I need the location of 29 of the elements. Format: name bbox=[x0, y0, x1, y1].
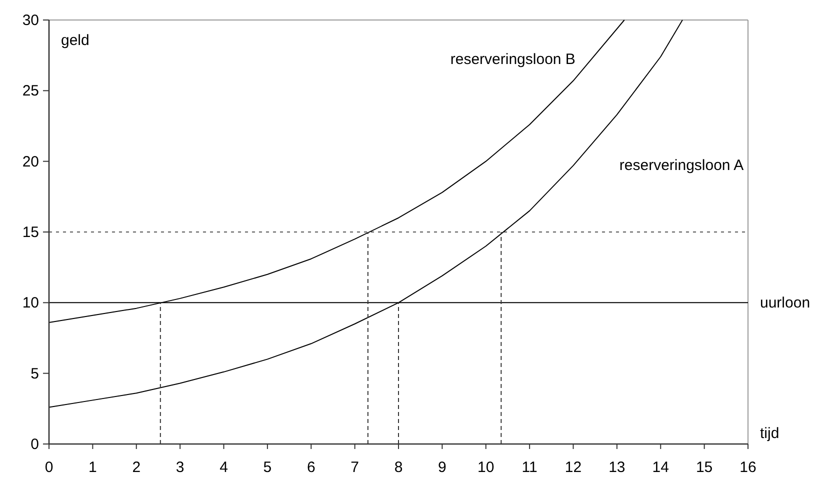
y-tick-label: 30 bbox=[22, 12, 39, 29]
x-tick-label: 13 bbox=[608, 459, 626, 476]
y-tick-label: 10 bbox=[22, 294, 39, 312]
y-tick-label: 20 bbox=[22, 153, 39, 170]
y-tick-label: 25 bbox=[22, 82, 39, 100]
x-tick-label: 10 bbox=[478, 459, 494, 476]
x-tick-label: 0 bbox=[44, 459, 54, 476]
x-tick-label: 8 bbox=[394, 459, 403, 476]
y-tick-label: 0 bbox=[30, 436, 39, 453]
x-tick-label: 16 bbox=[740, 459, 756, 476]
x-tick-label: 9 bbox=[438, 459, 446, 476]
x-tick-label: 7 bbox=[350, 459, 359, 476]
x-tick-label: 11 bbox=[522, 459, 538, 476]
x-tick-label: 15 bbox=[696, 459, 713, 476]
x-axis-title: tijd bbox=[760, 425, 780, 442]
x-tick-label: 3 bbox=[176, 459, 184, 476]
y-axis-title: geld bbox=[61, 32, 90, 49]
y-tick-label: 15 bbox=[22, 224, 39, 241]
ref-line-label: uurloon bbox=[760, 294, 810, 312]
y-tick-label: 5 bbox=[30, 365, 39, 382]
series-label: reserveringsloon B bbox=[450, 50, 576, 68]
x-tick-label: 1 bbox=[88, 459, 97, 476]
x-tick-label: 6 bbox=[306, 459, 316, 476]
x-tick-label: 4 bbox=[220, 459, 228, 476]
x-tick-label: 5 bbox=[263, 459, 272, 476]
x-tick-label: 14 bbox=[652, 459, 669, 476]
x-tick-label: 2 bbox=[132, 459, 141, 476]
x-tick-label: 12 bbox=[564, 459, 582, 476]
series-label: reserveringsloon A bbox=[619, 156, 744, 174]
